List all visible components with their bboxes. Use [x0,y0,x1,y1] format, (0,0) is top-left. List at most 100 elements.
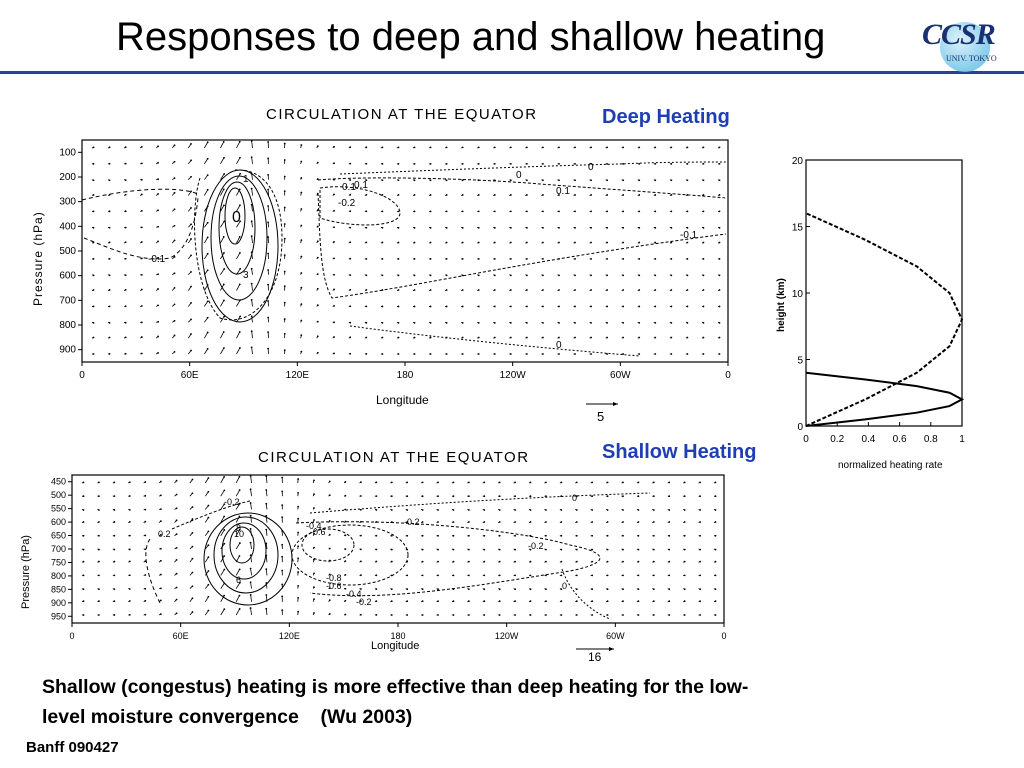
wind-vector [251,236,253,244]
x-tick-label: 0.8 [924,434,938,445]
wind-vector-head [498,481,501,484]
wind-vector-head [670,210,673,213]
wind-vector-head [509,322,512,324]
wind-vector-head [375,574,378,577]
wind-vector-head [128,495,131,497]
wind-vector-head [452,521,455,523]
wind-vector-head [606,322,609,324]
y-tick-label: 10 [792,289,804,300]
wind-vector [204,253,209,260]
heating-profile-figure: 0 5 10 15 20 0 0.2 0.4 0.6 0.8 1 height (km) norm… [764,148,974,476]
wind-vector-head [560,574,563,577]
wind-vector-head [223,503,226,506]
wind-vector-head [98,548,100,551]
wind-vector-head [313,507,315,509]
wind-vector-head [349,210,352,213]
shallow-contour-label: -0.4 [346,589,362,599]
wind-vector-head [144,494,147,497]
wind-vector-head [207,530,210,533]
wind-vector-head [437,600,439,603]
wind-vector [220,476,225,484]
wind-vector-head [397,194,400,196]
wind-vector-head [461,210,464,213]
wind-vector-head [159,480,162,483]
wind-vector-head [207,556,210,559]
wind-vector-head [190,285,192,288]
wind-vector-head [98,495,100,498]
wind-vector-head [223,594,226,597]
wind-vector-head [558,226,560,229]
wind-vector-head [297,491,300,494]
wind-vector-head [542,162,544,165]
wind-vector-head [344,494,347,497]
wind-vector-head [250,298,253,301]
wind-vector-head [545,600,547,603]
wind-vector-head [397,179,400,182]
wind-vector-head [265,568,268,571]
wind-vector-head [238,140,241,143]
wind-vector-head [300,319,303,322]
wind-vector-head [349,352,352,355]
wind-vector-head [113,548,116,551]
wind-vector-head [207,490,210,493]
caption: Shallow (congestus) heating is more effe… [42,672,982,732]
wind-vector-head [397,289,400,291]
wind-vector-head [686,305,689,308]
wind-vector-head [574,289,576,291]
wind-vector-head [686,289,689,291]
wind-vector-head [606,274,609,277]
wind-vector-head [467,588,470,591]
wind-vector-head [590,322,592,324]
wind-vector-head [606,574,609,577]
wind-vector-head [654,353,657,355]
wind-vector-head [452,574,455,577]
wind-vector-head [429,226,432,229]
wind-vector-head [365,162,368,165]
wind-vector [250,489,252,497]
wind-vector-head [328,599,331,602]
wind-vector-head [702,353,705,355]
wind-vector-head [265,475,268,478]
shallow-contour-label: -0.4 [306,521,322,531]
wind-vector-head [249,514,252,517]
logo-globe-icon [940,22,990,72]
wind-vector-head [124,288,127,291]
wind-vector-head [313,519,315,521]
y-tick-label: 300 [59,197,76,208]
wind-vector [204,517,209,523]
wind-vector [235,489,240,497]
wind-vector-head [98,574,100,577]
wind-vector-head [144,548,147,551]
wind-vector-head [390,495,393,498]
shallow-circulation-figure: CIRCULATION AT THE EQUATOR 0.2 -0.2 8 10… [10,443,730,665]
wind-vector-head [206,252,209,255]
wind-vector-head [702,289,705,291]
wind-vector-head [124,321,127,324]
wind-vector-head [159,587,162,590]
wind-vector-head [265,607,268,610]
wind-vector-head [686,336,689,339]
wind-vector-head [654,289,657,291]
wind-vector-head [668,614,671,616]
wind-vector-head [375,548,378,551]
wind-vector-head [429,274,432,277]
ccsr-logo: CCSR UNIV. TOKYO [922,10,1014,72]
wind-vector-head [483,509,486,511]
wind-vector-head [591,600,594,603]
wind-vector-head [445,258,448,260]
wind-vector-head [191,545,194,548]
wind-vector-head [467,574,470,577]
wind-vector-head [92,336,95,339]
wind-vector-head [574,322,576,324]
wind-vector-head [591,495,594,498]
wind-vector-head [267,252,270,255]
wind-vector-head [175,547,178,549]
wind-vector-head [591,509,594,511]
wind-vector-head [477,162,480,165]
wind-vector [251,331,253,339]
wind-vector-head [606,162,609,165]
wind-vector-head [406,588,409,591]
wind-vector-head [452,614,455,616]
wind-vector-head [429,194,432,196]
wind-vector-head [365,241,368,244]
